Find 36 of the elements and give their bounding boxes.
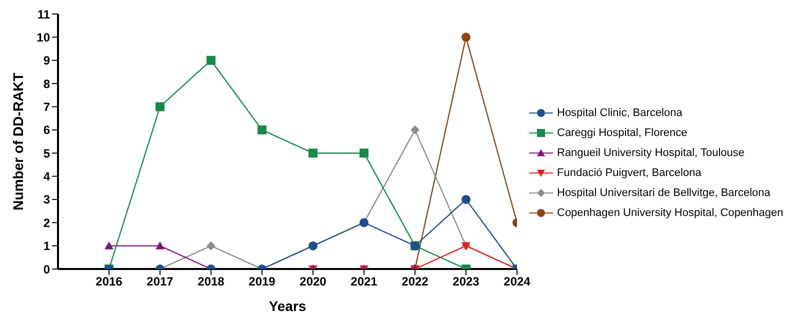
y-tick-label: 2 [43, 216, 50, 230]
x-tick-label: 2019 [248, 274, 276, 289]
x-tick-label: 2016 [96, 274, 123, 289]
x-tick-label: 2024 [504, 274, 531, 289]
y-tick-label: 11 [37, 7, 50, 22]
x-tick-label: 2017 [146, 274, 174, 289]
point [410, 125, 420, 134]
point [258, 125, 266, 134]
y-tick-label: 10 [36, 30, 50, 44]
y-tick-label: 8 [43, 76, 50, 91]
point [156, 102, 164, 112]
y-tick-label: 7 [43, 100, 50, 114]
x-tick-label: 2021 [350, 274, 378, 289]
point [360, 148, 368, 158]
legend-label: Careggi Hospital, Florence [557, 126, 688, 140]
y-tick-label: 0 [43, 262, 50, 276]
x-axis-title: Years [268, 298, 306, 314]
y-tick-label: 5 [43, 146, 50, 160]
y-tick-label: 3 [43, 192, 50, 207]
point [462, 194, 470, 204]
legend-label: Hospital Clinic, Barcelona [557, 106, 682, 120]
y-tick-label: 1 [43, 239, 50, 254]
y-axis-title: Number of DD-RAKT [10, 72, 26, 210]
legend-label: Rangueil University Hospital, Toulouse [557, 146, 745, 160]
legend-label: Hospital Universitari de Bellvitge, Barcelona [557, 186, 770, 200]
x-tick-label: 2023 [452, 274, 480, 289]
point [206, 56, 216, 65]
y-tick-label: 9 [43, 54, 50, 68]
x-tick-label: 2020 [300, 274, 327, 289]
y-tick-label: 4 [43, 170, 50, 184]
x-tick-label: 2022 [402, 274, 429, 289]
x-tick-label: 2018 [198, 274, 225, 289]
legend-label: Fundació Puigvert, Barcelona [557, 166, 702, 180]
point [308, 148, 318, 158]
legend-label: Copenhagen University Hospital, Copenhagen [557, 206, 784, 220]
y-tick-label: 6 [43, 123, 50, 138]
